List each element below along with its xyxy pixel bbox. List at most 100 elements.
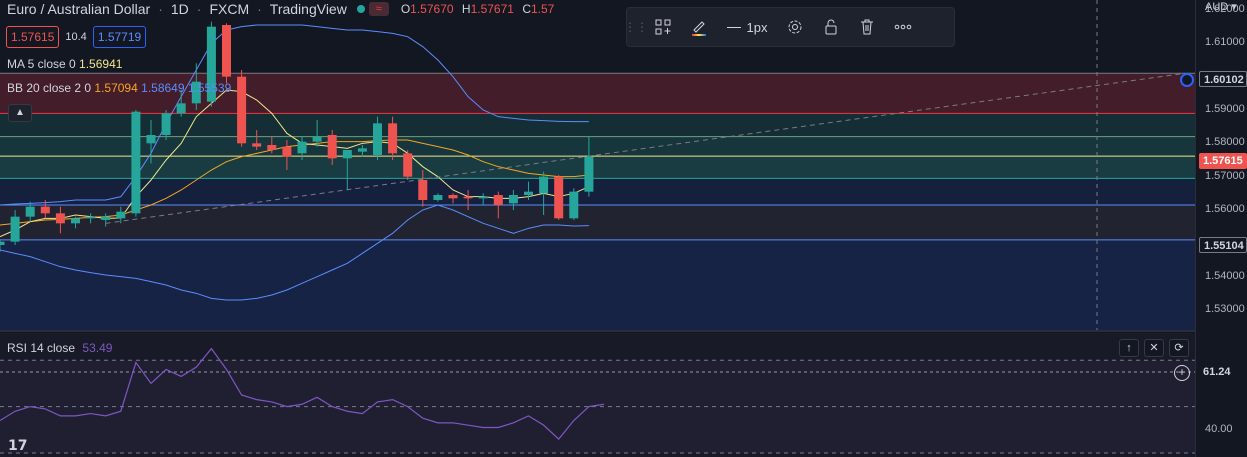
candle-body [493,195,503,205]
drawing-toolbar: ⋮⋮ 1px [624,7,955,47]
rsi-tick: 40.00 [1205,423,1233,435]
price-tick-label: 1.53000 [1205,303,1245,315]
candle-body [282,146,292,157]
candle-body [297,141,307,154]
candle-body [312,136,322,142]
trash-icon[interactable] [849,8,885,46]
buy-button[interactable]: 1.57719 [92,26,147,48]
ma-line [0,89,590,238]
upper-level-tag: 1.60102 [1199,71,1247,87]
interval-label[interactable]: 1D [170,1,189,17]
candle-body [71,218,80,224]
candle-body [327,135,337,159]
drag-handle-icon[interactable]: ⋮⋮ [624,20,648,34]
candle-body [40,206,50,214]
candle-body [146,135,156,144]
price-tick-label: 1.59000 [1205,103,1245,115]
tradingview-logo[interactable]: 17 [8,438,28,454]
candle-body [10,216,20,242]
source-label: TradingView [269,1,347,17]
currency-label[interactable]: AUD ▾ [1205,1,1237,13]
gear-icon[interactable] [777,8,813,46]
candle-body [206,26,216,102]
candle-body [478,196,488,199]
lower-level-tag: 1.55104 [1199,237,1247,253]
candle-body [554,176,564,219]
current-price-tag: 1.57615 [1199,153,1247,169]
price-tick-label: 1.57000 [1205,169,1245,182]
ma-legend[interactable]: MA 5 close 0 1.56941 [7,57,123,71]
add-alert-icon[interactable]: + [1174,365,1190,381]
more-icon[interactable] [885,8,921,46]
rsi-maximize-button[interactable]: ⟳ [1169,339,1189,357]
price-tick-label: 1.62000 [1205,3,1245,15]
candle-body [86,216,96,219]
bb-upper-value: 1.58649 [141,81,185,95]
market-status-icon [356,5,365,13]
pencil-icon[interactable] [681,8,717,46]
candle-body [222,25,231,77]
compare-badge[interactable]: ≈ [368,2,389,16]
candle-body [539,176,549,194]
fib-zone [0,178,1195,205]
candle-body [25,206,35,217]
candle-body [418,180,428,200]
candle-body [191,81,201,104]
rsi-close-button[interactable]: ✕ [1144,339,1164,357]
bb-upper-line [0,24,589,206]
exchange-label: FXCM [209,1,250,17]
quote-panel: 1.57615 10.4 1.57719 [6,26,147,48]
spread-value: 10.4 [65,31,87,43]
price-axis[interactable] [1195,0,1247,457]
bb-legend[interactable]: BB 20 close 2 0 1.57094 1.58649 1.55539 [7,81,232,95]
price-pane [0,0,1195,330]
candle-body [342,150,352,159]
candle-body [161,113,171,135]
price-tick-label: 1.56000 [1205,203,1245,215]
trendline-handle[interactable] [1180,73,1194,87]
fib-zone [0,205,1195,240]
rsi-line [0,347,605,440]
candle-body [252,143,262,147]
close-value: 1.57 [530,2,555,16]
fib-zone [0,239,1195,330]
rsi-move-up-button[interactable]: ↑ [1119,339,1139,357]
bb-basis-value: 1.57094 [94,81,138,95]
candle-body [508,195,518,204]
price-chart[interactable] [0,0,1195,457]
open-value: 1.57670 [410,2,454,16]
candle-body [569,191,579,219]
fib-zone [0,113,1195,137]
candle-body [433,195,443,200]
bb-lower-line [0,204,589,301]
candle-body [267,145,277,150]
rsi-tag: 61.24 [1199,364,1247,380]
candle-body [463,196,473,199]
candle-body [0,241,5,245]
rsi-legend[interactable]: RSI 14 close 53.49 [7,341,113,355]
candle-body [448,195,458,199]
bb-lower-value: 1.55539 [187,81,232,95]
line-width-button[interactable]: 1px [717,8,777,46]
symbol-name[interactable]: Euro / Australian Dollar [7,1,151,17]
rsi-pane [0,333,1195,457]
rsi-value: 53.49 [82,341,113,355]
trendline [105,72,1186,224]
template-icon[interactable] [645,8,681,46]
candle-body [584,156,594,192]
candle-body [101,216,111,220]
candle-body [116,211,126,219]
candle-body [55,213,65,224]
high-value: 1.57671 [470,2,514,16]
sell-button[interactable]: 1.57615 [6,26,60,48]
fib-zone [0,136,1195,157]
lock-icon[interactable] [813,8,849,46]
candle-body [237,76,247,144]
candle-body [388,123,398,154]
candle-body [176,103,186,114]
price-tick-label: 1.58000 [1205,136,1245,149]
price-tick-label: 1.54000 [1205,269,1245,282]
candle-body [357,148,367,152]
collapse-legend-button[interactable]: ▲ [8,104,32,122]
